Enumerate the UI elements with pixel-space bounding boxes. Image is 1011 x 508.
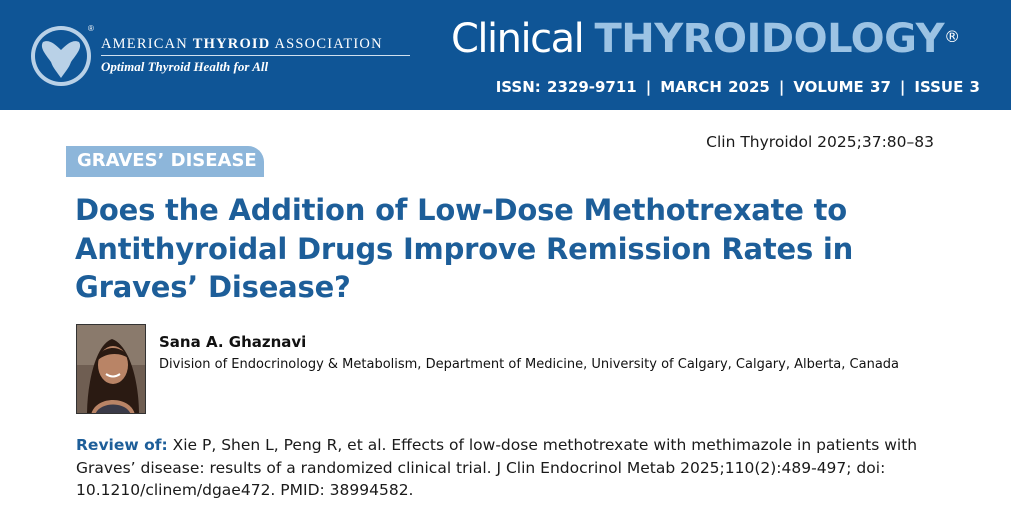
article-title: Does the Addition of Low-Dose Methotrexa… <box>75 193 854 304</box>
review-of-label: Review of: <box>76 436 168 454</box>
association-name-bold: THYROID <box>192 36 271 52</box>
journal-registered-mark: ® <box>944 27 961 46</box>
ata-registered-mark: ® <box>88 24 94 33</box>
association-name-part1: AMERICAN <box>101 36 193 52</box>
issue-info: ISSN: 2329-9711 | MARCH 2025 | VOLUME 37 | ISS… <box>496 78 980 96</box>
issue-date: MARCH 2025 <box>660 78 770 96</box>
author-name: Sana A. Ghaznavi <box>159 333 307 351</box>
journal-title-part2: THYROIDOLOGY <box>594 16 945 62</box>
association-name-part2: ASSOCIATION <box>270 36 383 52</box>
separator: | <box>899 78 906 96</box>
journal-title-part1: Clinical <box>451 16 595 62</box>
separator: | <box>645 78 652 96</box>
review-of-text: Xie P, Shen L, Peng R, et al. Effects of… <box>76 436 918 499</box>
review-of-reference: Review of: Xie P, Shen L, Peng R, et al.… <box>76 434 946 502</box>
separator: | <box>778 78 785 96</box>
association-tagline: Optimal Thyroid Health for All <box>101 59 269 74</box>
citation: Clin Thyroidol 2025;37:80–83 <box>706 133 934 151</box>
volume: VOLUME 37 <box>793 78 891 96</box>
journal-title: Clinical THYROIDOLOGY® <box>451 15 960 63</box>
journal-header: ® AMERICAN THYROID ASSOCIATION Optimal T… <box>0 0 1011 110</box>
ata-logo-icon <box>31 26 91 86</box>
association-divider <box>101 55 410 56</box>
author-affiliation: Division of Endocrinology & Metabolism, … <box>159 357 899 372</box>
author-portrait-icon <box>77 325 145 413</box>
issn: ISSN: 2329-9711 <box>495 78 637 96</box>
author-photo <box>76 324 146 414</box>
issue-number: ISSUE 3 <box>914 78 980 96</box>
category-label: GRAVES’ DISEASE <box>66 146 264 177</box>
association-name: AMERICAN THYROID ASSOCIATION <box>101 36 383 53</box>
